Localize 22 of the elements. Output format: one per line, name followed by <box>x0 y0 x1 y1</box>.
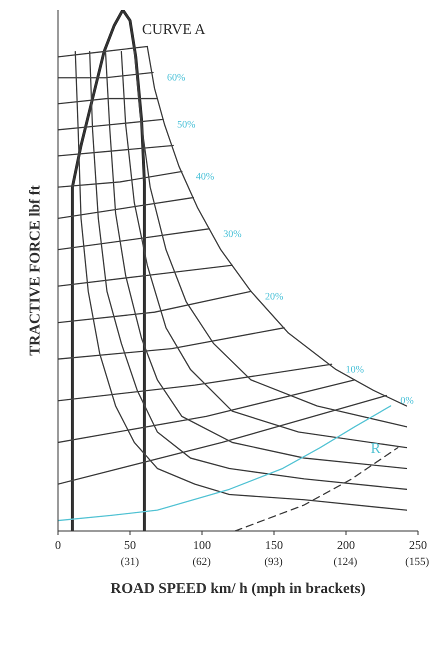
annotation: 10% <box>346 364 364 376</box>
x-tick-label: 100 <box>193 538 211 552</box>
annotation: CURVE A <box>142 22 206 39</box>
annotation: 20% <box>264 291 284 302</box>
annotation: 50% <box>177 119 196 130</box>
x2-tick-label: (124) <box>333 556 358 568</box>
annotation: 60% <box>167 72 186 84</box>
annotation: 30% <box>223 228 242 240</box>
x-tick-label: 200 <box>337 538 355 552</box>
x-axis-title: ROAD SPEED km/ h (mph in brackets) <box>110 581 366 597</box>
x2-tick-label: (93) <box>264 556 284 568</box>
x2-tick-label: (31) <box>120 556 140 568</box>
x2-tick-label: (155) <box>405 556 430 568</box>
y-axis-title: TRACTIVE FORCE lbf ft <box>27 185 44 356</box>
annotation: 0% <box>400 396 414 407</box>
x2-tick-label: (62) <box>192 556 212 568</box>
x-tick-label: 0 <box>55 538 61 552</box>
annotation: 40% <box>196 172 214 183</box>
x-tick-label: 250 <box>409 538 427 552</box>
series-label: R <box>370 440 381 457</box>
x-tick-label: 50 <box>124 538 136 552</box>
x-tick-label: 150 <box>265 538 283 552</box>
